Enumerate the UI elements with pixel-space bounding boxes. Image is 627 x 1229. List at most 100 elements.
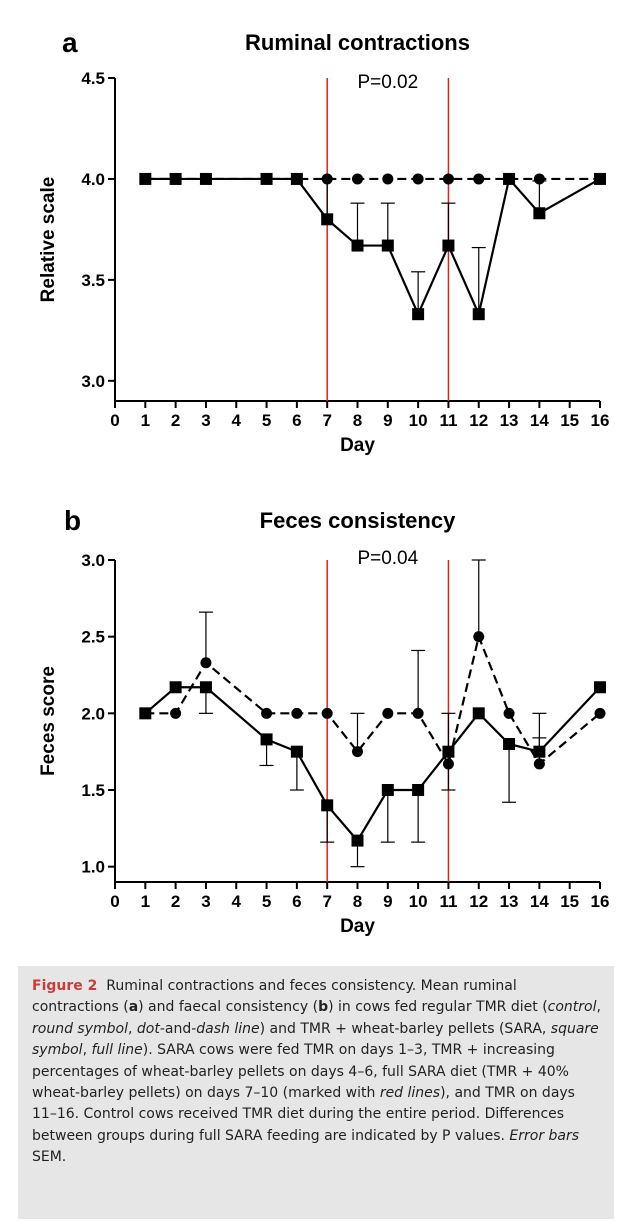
panel-b-x-tick-label: 16 [591,892,610,911]
panel-b-y-tick-label: 2.0 [81,704,105,723]
caption-part: ) in cows fed regular TMR diet ( [328,999,548,1016]
caption-title: Ruminal contractions and feces consisten… [106,978,417,994]
caption-part: , [82,1042,92,1059]
panel-b-series-square-point [533,745,546,758]
panel-a-series-square-point [139,172,152,185]
panel-a-series-square-line [145,176,601,318]
panel-b-x-tick-label: 3 [201,892,210,911]
caption-part: , [596,999,601,1016]
caption-panel-a: a [128,999,139,1016]
panel-a-p-value: P=0.02 [357,72,418,93]
panel-b-x-tick-label: 6 [292,892,301,911]
panel-b-y-tick-label: 2.5 [81,628,105,647]
panel-b-y-axis-label: Feces score [38,666,59,776]
caption-panel-b: b [318,999,329,1016]
panel-a-letter: a [62,27,78,58]
panel-a-x-tick-label: 14 [530,411,549,430]
panel-a-x-tick-label: 4 [232,411,242,430]
panel-b-x-tick-label: 14 [530,892,549,911]
panel-a-x-axis-label: Day [340,435,375,456]
panel-a-series-square-point [412,308,425,321]
panel-a-x-tick-label: 12 [469,411,488,430]
panel-b-letter: b [64,505,81,536]
panel-a-x-tick-label: 16 [591,411,610,430]
panel-b-x-tick-label: 2 [171,892,180,911]
caption-part: SEM. [32,1149,67,1166]
panel-b-series-circle-point [382,707,394,719]
caption-part: ), and TMR on days 11–16. Control cows r… [32,1085,575,1144]
panel-b-series-square-point [139,707,152,720]
caption-italic: control [547,999,597,1016]
caption-part: ). SARA cows were fed TMR on days 1–3, T… [32,1042,569,1102]
panel-a-series-circle-point [352,173,363,185]
panel-a-series-square-point [260,172,273,185]
panel-a-x-tick-label: 13 [500,411,519,430]
panel-b-series-square-point [594,681,606,694]
panel-a-x-tick-label: 2 [171,411,180,430]
panel-b-series-circle-point [412,707,424,719]
caption-italic: full line [91,1042,143,1059]
panel-b-x-tick-label: 10 [409,892,428,911]
panel-b-x-tick-label: 11 [439,892,457,911]
panel-b-title: Feces consistency [260,508,456,533]
panel-b-series-square-point [412,784,425,796]
panel-a-series-square-point [594,172,606,185]
panel-a-x-tick-label: 5 [262,411,271,430]
panel-b-series-square-point [442,745,455,758]
panel-a-y-tick-label: 4.5 [81,69,105,88]
panel-a-series-square-point [533,207,546,220]
panel-b-x-tick-label: 15 [560,892,579,911]
panel-a-y-axis-label: Relative scale [38,177,59,303]
panel-b-x-tick-label: 12 [469,892,488,911]
panel-b-x-tick-label: 4 [232,892,242,911]
caption-italic: round symbol [32,1020,128,1037]
panel-b-series-square-point [381,784,394,796]
panel-b-series-circle-point [352,746,363,758]
caption-italic: Error bars [509,1127,580,1144]
panel-a-series-square-point [442,239,455,252]
panel-b-series-circle-point [261,707,273,719]
caption-italic: dash line [196,1020,260,1037]
panel-b-y-tick-label: 3.0 [81,551,105,570]
panel-b-x-tick-label: 1 [141,892,150,911]
panel-b-series-circle-point [291,707,303,719]
panel-a-series-square-point [381,239,394,252]
panel-b-series-square-point [503,738,516,750]
panel-a-series-square-point [199,172,212,185]
panel-b-series-square-point [321,799,334,812]
panel-b-series-circle-point [200,657,212,669]
panel-a-series-square-point [169,172,182,185]
panel-a-x-tick-label: 1 [141,411,150,430]
panel-a-x-tick-label: 15 [560,411,579,430]
panel-b-y-tick-label: 1.5 [81,781,105,800]
panel-a-series-circle-point [382,173,394,185]
panel-b-series-circle-point [321,707,333,719]
caption-italic: dot [136,1020,160,1037]
caption-part: Mean ruminal contractions ( [32,978,517,1016]
caption-part: ) and faecal consistency ( [138,999,319,1016]
panel-b-x-tick-label: 9 [383,892,392,911]
panel-a-x-tick-label: 9 [383,411,392,430]
panel-a-y-tick-label: 3.5 [81,271,105,290]
panel-a-x-tick-label: 11 [439,411,457,430]
panel-b-x-axis-label: Day [340,916,375,937]
caption-part: ) and TMR + wheat-barley pellets (SARA, [259,1020,551,1037]
panel-a-title: Ruminal contractions [245,30,470,55]
caption-italic: square symbol [32,1020,599,1059]
panel-a-y-tick-label: 4.0 [81,170,105,189]
panel-b-series-square-point [260,733,273,746]
panel-b-x-tick-label: 5 [262,892,271,911]
panel-b-series-square-point [199,681,212,694]
panel-a-x-tick-label: 0 [110,411,119,430]
panel-b-series-circle-point [533,758,545,770]
caption-part: -and- [159,1020,197,1037]
panel-b-x-tick-label: 0 [110,892,119,911]
panel-b-series-square-point [351,834,364,847]
panel-a-series-square-point [351,239,364,252]
caption-part: , [127,1020,137,1037]
panel-b-series-circle-line [145,633,601,767]
panel-b-series-square-point [169,681,182,694]
panel-b-series-circle-point [170,707,182,719]
